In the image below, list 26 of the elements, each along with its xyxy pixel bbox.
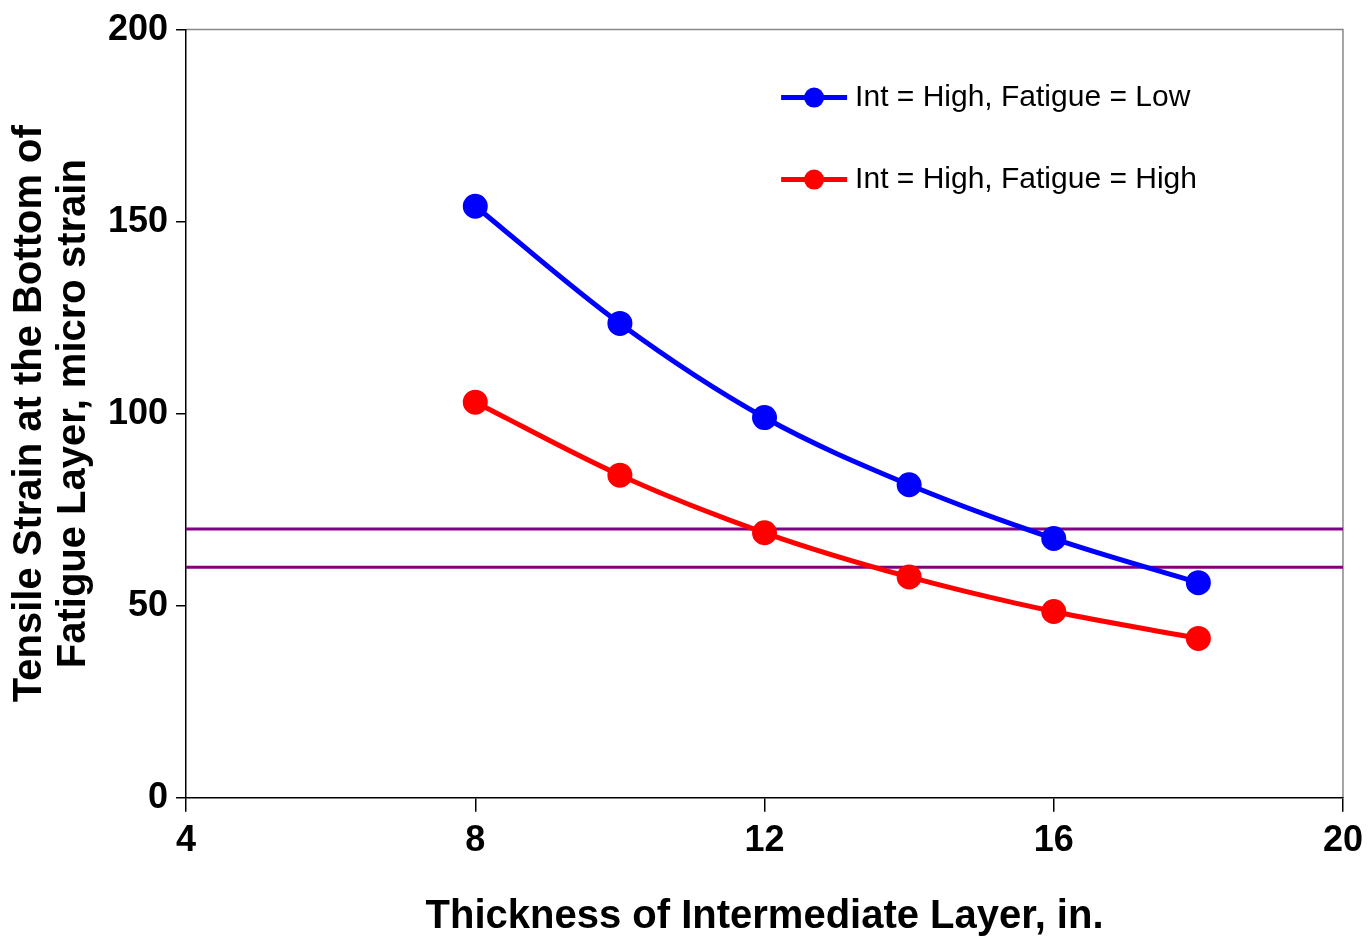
point (607, 310, 633, 336)
x-tick-label: 12 (744, 818, 785, 860)
point (1041, 526, 1067, 552)
y-tick-label: 200 (107, 6, 169, 48)
point (752, 405, 778, 431)
point (896, 472, 922, 498)
point (1185, 625, 1211, 651)
x-tick-label: 8 (465, 818, 486, 860)
point (1185, 570, 1211, 596)
y-tick-label: 100 (107, 390, 169, 432)
point (752, 520, 778, 546)
point (896, 564, 922, 590)
x-tick-label: 4 (176, 818, 197, 860)
y-tick-label: 150 (107, 198, 169, 240)
y-tick-label: 0 (148, 774, 169, 816)
legend-label: Int = High, Fatigue = High (855, 160, 1197, 194)
point (607, 462, 633, 488)
point (1041, 599, 1067, 625)
legend-label: Int = High, Fatigue = Low (855, 78, 1191, 112)
x-axis-title: Thickness of Intermediate Layer, in. (425, 892, 1104, 937)
x-tick-label: 20 (1322, 818, 1363, 860)
x-tick-label: 16 (1033, 818, 1074, 860)
point (462, 389, 488, 415)
y-tick-label: 50 (128, 582, 169, 624)
y-axis-title: Tensile Strain at the Bottom of Fatigue Layer, micro strain (5, 124, 94, 703)
point (462, 193, 488, 219)
